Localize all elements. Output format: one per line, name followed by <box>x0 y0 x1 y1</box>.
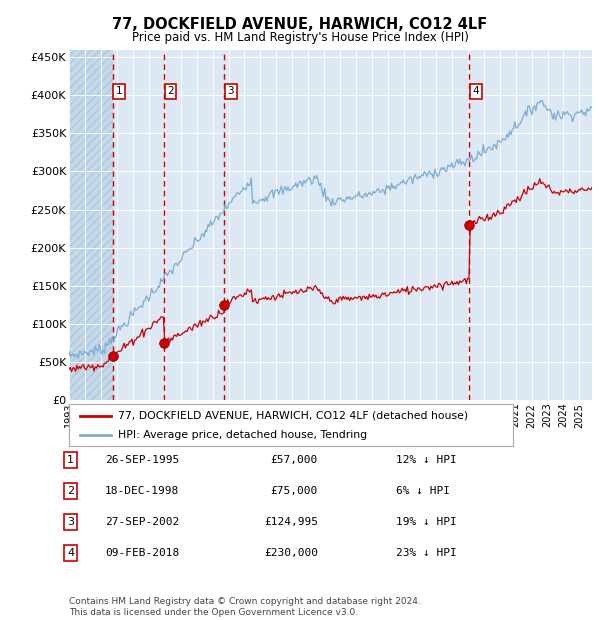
Text: 1: 1 <box>116 86 122 97</box>
Text: HPI: Average price, detached house, Tendring: HPI: Average price, detached house, Tend… <box>118 430 367 440</box>
Text: 18-DEC-1998: 18-DEC-1998 <box>105 486 179 496</box>
Text: 77, DOCKFIELD AVENUE, HARWICH, CO12 4LF (detached house): 77, DOCKFIELD AVENUE, HARWICH, CO12 4LF … <box>118 410 468 420</box>
Text: 19% ↓ HPI: 19% ↓ HPI <box>396 517 457 527</box>
Bar <box>69 50 113 400</box>
Text: 4: 4 <box>473 86 479 97</box>
Text: 26-SEP-1995: 26-SEP-1995 <box>105 455 179 465</box>
Text: £230,000: £230,000 <box>264 548 318 558</box>
Text: 1: 1 <box>67 455 74 465</box>
Text: 2: 2 <box>167 86 174 97</box>
Text: 77, DOCKFIELD AVENUE, HARWICH, CO12 4LF: 77, DOCKFIELD AVENUE, HARWICH, CO12 4LF <box>112 17 488 32</box>
Text: 23% ↓ HPI: 23% ↓ HPI <box>396 548 457 558</box>
Text: 3: 3 <box>227 86 234 97</box>
Text: Contains HM Land Registry data © Crown copyright and database right 2024.
This d: Contains HM Land Registry data © Crown c… <box>69 598 421 617</box>
Text: 6% ↓ HPI: 6% ↓ HPI <box>396 486 450 496</box>
Text: Price paid vs. HM Land Registry's House Price Index (HPI): Price paid vs. HM Land Registry's House … <box>131 31 469 43</box>
Text: £75,000: £75,000 <box>271 486 318 496</box>
Text: 27-SEP-2002: 27-SEP-2002 <box>105 517 179 527</box>
Text: 09-FEB-2018: 09-FEB-2018 <box>105 548 179 558</box>
Text: £124,995: £124,995 <box>264 517 318 527</box>
Text: 2: 2 <box>67 486 74 496</box>
Text: 12% ↓ HPI: 12% ↓ HPI <box>396 455 457 465</box>
Text: £57,000: £57,000 <box>271 455 318 465</box>
Text: 3: 3 <box>67 517 74 527</box>
Text: 4: 4 <box>67 548 74 558</box>
